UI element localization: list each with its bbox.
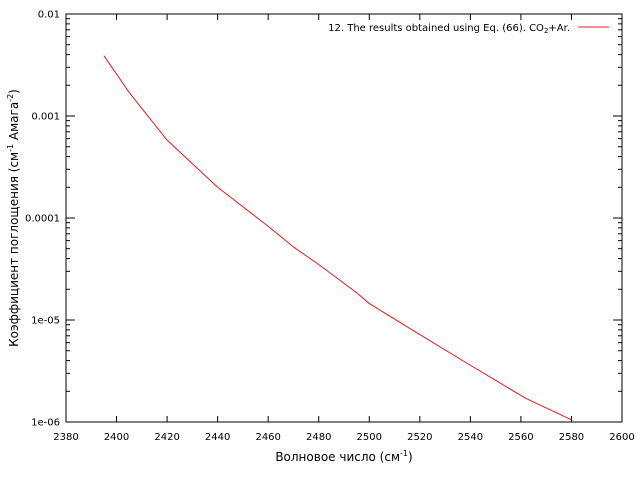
y-tick-label: 1e-05 xyxy=(31,316,60,327)
x-tick-label: 2440 xyxy=(205,432,230,443)
x-tick-label: 2420 xyxy=(154,432,179,443)
x-tick-label: 2580 xyxy=(559,432,584,443)
y-tick-label: 0.0001 xyxy=(25,214,60,225)
legend-label-subscript: 2 xyxy=(544,27,548,35)
x-tick-label: 2600 xyxy=(609,432,634,443)
legend-label-main: 12. The results obtained using Eq. (66).… xyxy=(328,23,544,34)
x-axis-ticks: 2380 2400 2420 2440 2460 2480 2500 2520 2540 2560… xyxy=(53,14,635,443)
x-axis-title: Волновое число (см-1) xyxy=(275,449,412,464)
y-axis-title-sup2: -2 xyxy=(6,94,15,102)
x-tick-label: 2540 xyxy=(458,432,483,443)
x-tick-label: 2500 xyxy=(357,432,382,443)
x-axis-title-main: Волновое число (см xyxy=(275,450,400,464)
x-tick-label: 2380 xyxy=(53,432,78,443)
legend-label-end: +Ar. xyxy=(548,23,570,34)
y-axis-title-b: Амага xyxy=(7,102,21,144)
y-axis-title-sup1: -1 xyxy=(6,144,15,152)
legend: 12. The results obtained using Eq. (66).… xyxy=(328,23,609,35)
x-tick-label: 2480 xyxy=(306,432,331,443)
x-axis-title-end: ) xyxy=(408,450,413,464)
x-tick-label: 2560 xyxy=(508,432,533,443)
y-axis-title-c: ) xyxy=(7,89,21,94)
series-line xyxy=(103,55,572,421)
legend-entry-label: 12. The results obtained using Eq. (66).… xyxy=(328,23,570,35)
y-axis-title: Коэффициент поглощения (см-1 Амага-2) xyxy=(6,89,21,347)
y-axis-ticks: 1e-06 1e-05 0.0001 0.001 0.01 xyxy=(25,10,622,429)
y-tick-label: 1e-06 xyxy=(31,418,60,429)
x-tick-label: 2400 xyxy=(104,432,129,443)
y-tick-label: 0.01 xyxy=(38,10,60,21)
plot-frame xyxy=(65,13,623,423)
x-axis-title-sup: -1 xyxy=(400,449,408,458)
y-tick-label: 0.001 xyxy=(31,112,60,123)
y-axis-title-a: Коэффициент поглощения (см xyxy=(7,152,21,347)
x-tick-label: 2460 xyxy=(255,432,280,443)
series-layer xyxy=(103,55,572,421)
x-tick-label: 2520 xyxy=(407,432,432,443)
